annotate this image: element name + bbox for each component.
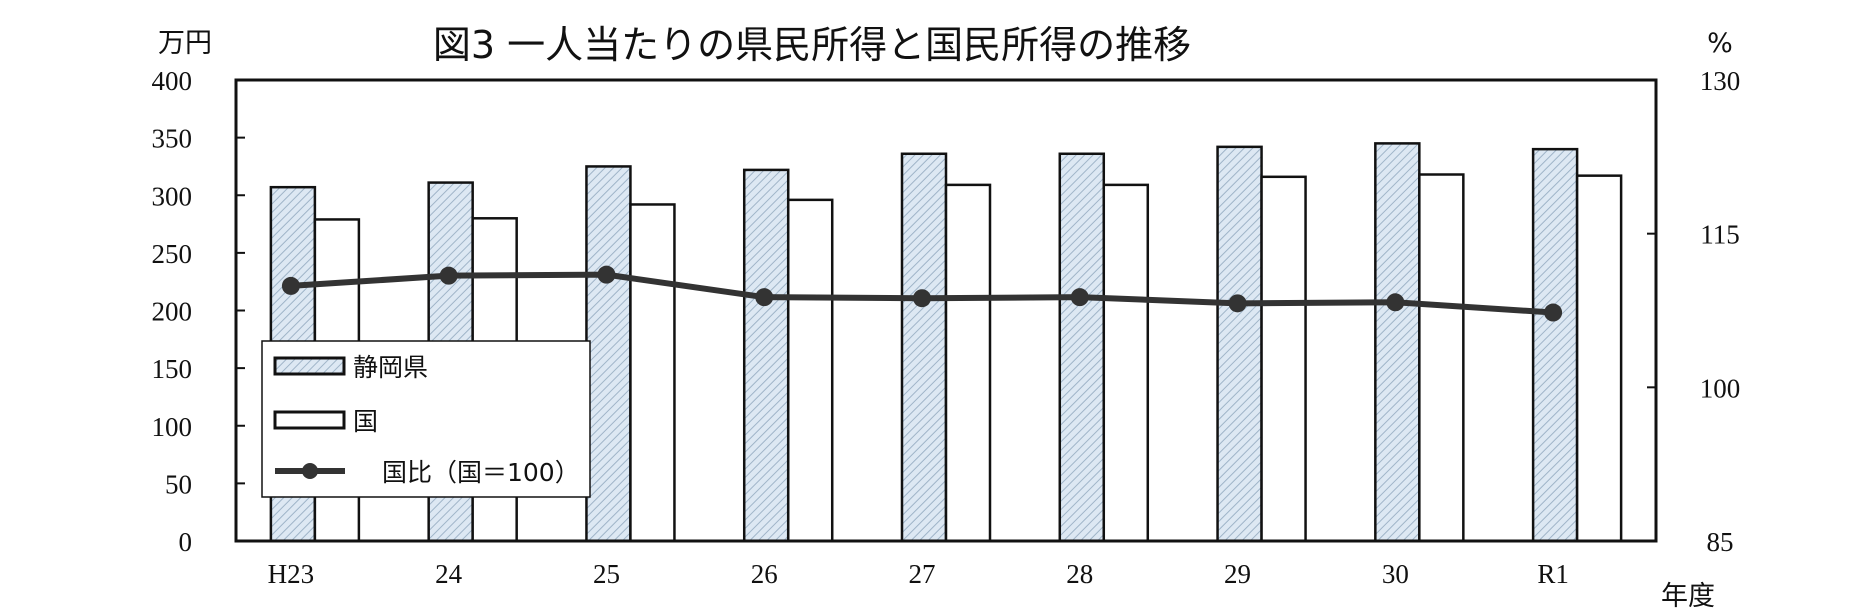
x-tick-label: R1 bbox=[1537, 559, 1569, 589]
ratio-point bbox=[439, 266, 458, 285]
legend-label-ratio: 国比（国＝100） bbox=[382, 458, 580, 487]
y-left-tick-label: 0 bbox=[179, 527, 193, 557]
bar-shizuoka bbox=[585, 165, 632, 543]
x-tick-label: 29 bbox=[1224, 559, 1251, 589]
bar-shizuoka bbox=[1531, 147, 1579, 543]
ratio-point bbox=[755, 288, 774, 307]
bar-shizuoka bbox=[1374, 142, 1421, 543]
bar-national bbox=[1260, 175, 1307, 543]
legend-label-national: 国 bbox=[353, 407, 378, 436]
y-left-tick-label: 350 bbox=[152, 124, 193, 154]
y-left-tick-label: 50 bbox=[165, 469, 192, 499]
right-axis-unit: % bbox=[1707, 28, 1733, 59]
ratio-point bbox=[1228, 294, 1247, 313]
plot-frame bbox=[234, 78, 1658, 543]
y-right-tick-label: 100 bbox=[1700, 373, 1741, 403]
ratio-point bbox=[913, 289, 931, 308]
bar-national bbox=[1418, 173, 1465, 543]
ratio-point bbox=[597, 265, 616, 284]
x-tick-label: 27 bbox=[909, 559, 936, 589]
x-tick-label: 28 bbox=[1066, 559, 1093, 589]
bar-national bbox=[629, 203, 676, 543]
legend-swatch-national bbox=[273, 410, 346, 430]
y-left-tick-label: 300 bbox=[152, 181, 193, 211]
bar-shizuoka bbox=[1058, 152, 1106, 543]
x-tick-label: 25 bbox=[593, 559, 620, 589]
bar-shizuoka bbox=[900, 152, 948, 543]
legend-swatch-ratio-marker bbox=[302, 463, 318, 479]
x-axis-unit: 年度 bbox=[1661, 581, 1715, 612]
y-left-tick-label: 400 bbox=[152, 66, 193, 96]
ratio-point bbox=[1070, 288, 1089, 307]
left-axis-unit: 万円 bbox=[158, 28, 212, 59]
legend-swatch-shizuoka bbox=[273, 356, 346, 376]
chart-title: 図3 一人当たりの県民所得と国民所得の推移 bbox=[433, 23, 1191, 67]
x-tick-label: H23 bbox=[268, 559, 315, 589]
bar-national bbox=[786, 198, 834, 543]
y-right-tick-label: 85 bbox=[1707, 527, 1734, 557]
y-right-tick-label: 115 bbox=[1700, 220, 1740, 250]
x-tick-label: 26 bbox=[751, 559, 778, 589]
bar-shizuoka bbox=[742, 168, 790, 543]
y-left-tick-label: 250 bbox=[152, 239, 193, 269]
y-right-tick-label: 130 bbox=[1700, 66, 1741, 96]
x-tick-label: 30 bbox=[1382, 559, 1409, 589]
y-left-tick-label: 200 bbox=[152, 297, 193, 327]
ratio-line-layer bbox=[281, 265, 1563, 322]
y-left-tick-label: 150 bbox=[152, 354, 193, 384]
bar-shizuoka bbox=[1216, 145, 1263, 543]
bar-national bbox=[1575, 174, 1623, 543]
ratio-point bbox=[1544, 303, 1563, 322]
axes-layer: H23 24 25 26 27 28 29 30 R1 0 50 100 150 200 250 300 350… bbox=[152, 66, 1741, 589]
x-tick-label: 24 bbox=[435, 559, 463, 589]
legend: 静岡県 国 国比（国＝100） bbox=[261, 340, 591, 498]
bar-national bbox=[944, 183, 992, 543]
y-left-tick-label: 100 bbox=[152, 412, 193, 442]
ratio-point bbox=[281, 276, 300, 295]
bar-national bbox=[1102, 183, 1150, 543]
legend-label-shizuoka: 静岡県 bbox=[353, 353, 428, 382]
ratio-point bbox=[1386, 293, 1405, 312]
